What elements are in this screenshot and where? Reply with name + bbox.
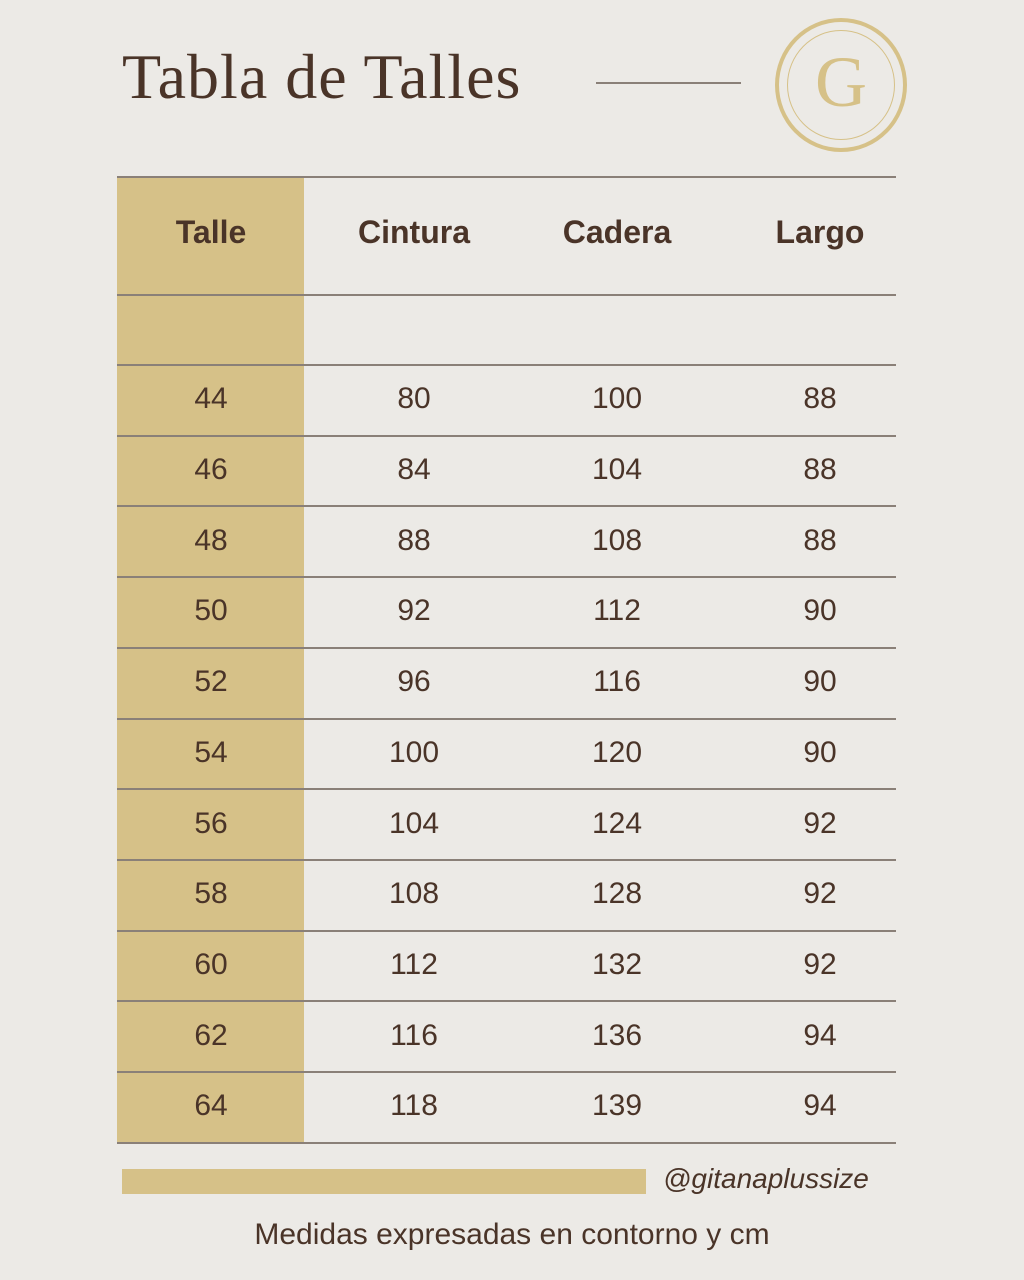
table-cell: 100: [591, 382, 643, 415]
table-cell: 92: [803, 877, 837, 910]
decorative-bar: [122, 1169, 646, 1194]
row-divider: [117, 1000, 896, 1002]
table-cell: 84: [397, 453, 431, 486]
table-cell: 60: [194, 948, 228, 981]
table-cell: 54: [194, 736, 228, 769]
table-cell: 64: [194, 1089, 228, 1122]
table-cell: 88: [803, 524, 837, 557]
table-cell: 90: [803, 665, 837, 698]
table-cell: 88: [803, 453, 837, 486]
title-divider: [596, 82, 741, 84]
header-talle: Talle: [175, 214, 247, 250]
row-divider: [117, 364, 896, 366]
table-cell: 104: [591, 453, 643, 486]
table-cell: 44: [194, 382, 228, 415]
table-cell: 118: [390, 1089, 438, 1122]
table-cell: 100: [388, 736, 440, 769]
header-cadera: Cadera: [562, 214, 672, 250]
header-cintura: Cintura: [358, 214, 470, 250]
table-cell: 56: [194, 807, 228, 840]
table-cell: 52: [194, 665, 228, 698]
row-divider: [117, 435, 896, 437]
table-cell: 90: [803, 594, 837, 627]
logo-letter: G: [815, 42, 867, 122]
table-cell: 108: [388, 877, 440, 910]
table-cell: 136: [591, 1019, 643, 1052]
table-cell: 90: [803, 736, 837, 769]
table-cell: 128: [591, 877, 643, 910]
table-cell: 108: [591, 524, 643, 557]
table-cell: 46: [194, 453, 228, 486]
table-cell: 94: [803, 1089, 837, 1122]
table-cell: 58: [194, 877, 228, 910]
row-divider: [117, 176, 896, 178]
row-divider: [117, 788, 896, 790]
size-column-highlight: [117, 176, 304, 1142]
row-divider: [117, 505, 896, 507]
table-cell: 96: [397, 665, 431, 698]
table-cell: 104: [388, 807, 440, 840]
table-cell: 112: [593, 594, 641, 627]
row-divider: [117, 930, 896, 932]
table-cell: 120: [591, 736, 643, 769]
row-divider: [117, 576, 896, 578]
table-cell: 92: [803, 807, 837, 840]
row-divider: [117, 718, 896, 720]
table-cell: 62: [194, 1019, 228, 1052]
measurement-note: Medidas expresadas en contorno y cm: [254, 1218, 770, 1251]
table-cell: 48: [194, 524, 228, 557]
table-cell: 112: [390, 948, 438, 981]
table-cell: 50: [194, 594, 228, 627]
row-divider: [117, 1071, 896, 1073]
table-cell: 116: [390, 1019, 438, 1052]
table-cell: 80: [397, 382, 431, 415]
row-divider: [117, 859, 896, 861]
page-title: Tabla de Talles: [122, 41, 522, 112]
table-cell: 88: [397, 524, 431, 557]
table-cell: 132: [591, 948, 643, 981]
table-cell: 92: [803, 948, 837, 981]
table-cell: 94: [803, 1019, 837, 1052]
social-handle: @gitanaplussize: [663, 1163, 869, 1194]
table-cell: 139: [591, 1089, 643, 1122]
logo-inner-ring: [787, 30, 895, 140]
row-divider: [117, 1142, 896, 1144]
table-cell: 92: [397, 594, 431, 627]
table-cell: 88: [803, 382, 837, 415]
header-largo: Largo: [775, 214, 865, 250]
row-divider: [117, 647, 896, 649]
table-cell: 124: [591, 807, 643, 840]
brand-logo: G: [775, 18, 907, 152]
row-divider: [117, 294, 896, 296]
table-cell: 116: [593, 665, 641, 698]
